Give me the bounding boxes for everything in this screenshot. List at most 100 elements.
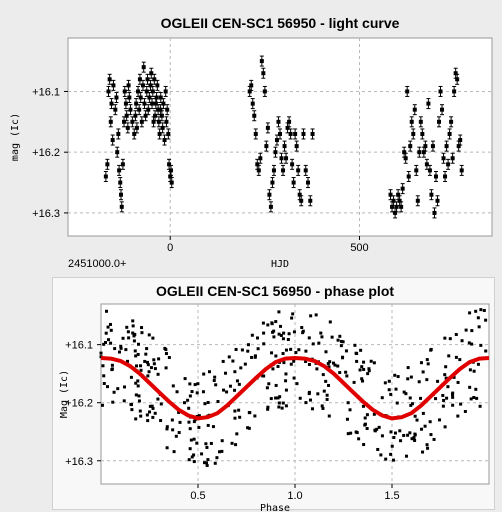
- data-point: [195, 441, 199, 445]
- data-point: [153, 113, 158, 118]
- data-point: [262, 89, 267, 94]
- data-point: [111, 400, 115, 404]
- data-point: [165, 425, 169, 429]
- data-point: [134, 354, 138, 358]
- data-point: [224, 371, 228, 375]
- data-point: [133, 113, 138, 118]
- data-point: [396, 192, 401, 197]
- data-point: [354, 430, 358, 434]
- data-point: [459, 168, 464, 173]
- data-point: [266, 407, 270, 411]
- data-point: [443, 336, 447, 340]
- data-point: [131, 324, 135, 328]
- data-point: [470, 329, 474, 333]
- data-point: [205, 445, 209, 449]
- data-point: [247, 426, 251, 430]
- data-point: [250, 333, 254, 337]
- data-point: [393, 373, 397, 377]
- data-point: [255, 162, 260, 167]
- data-point: [192, 460, 196, 464]
- data-point: [160, 125, 165, 130]
- data-point: [218, 450, 222, 454]
- data-point: [112, 390, 116, 394]
- data-point: [477, 325, 481, 329]
- data-point: [137, 394, 141, 398]
- data-point: [278, 395, 282, 399]
- data-point: [106, 325, 110, 329]
- data-point: [189, 438, 193, 442]
- data-point: [452, 89, 457, 94]
- data-point: [234, 347, 238, 351]
- data-point: [101, 364, 105, 368]
- data-point: [437, 119, 441, 124]
- data-point: [204, 442, 208, 446]
- data-point: [261, 321, 265, 325]
- data-point: [152, 358, 156, 362]
- data-point: [308, 398, 312, 402]
- data-point: [297, 192, 302, 197]
- data-point: [143, 359, 147, 363]
- data-point: [138, 95, 143, 100]
- data-point: [476, 316, 480, 320]
- data-point: [469, 397, 473, 401]
- data-point: [361, 404, 365, 408]
- data-point: [468, 368, 472, 372]
- data-point: [432, 437, 436, 441]
- data-point: [389, 452, 393, 456]
- data-point: [128, 107, 133, 112]
- data-point: [391, 198, 396, 203]
- data-point: [380, 396, 384, 400]
- data-point: [247, 343, 251, 347]
- data-point: [170, 418, 174, 422]
- data-point: [454, 355, 458, 359]
- data-point: [139, 364, 143, 368]
- data-point: [333, 363, 337, 367]
- data-point: [429, 433, 433, 437]
- data-point: [126, 330, 130, 334]
- fit-curve: [100, 356, 490, 421]
- x-tick-label: 1.0: [287, 490, 302, 502]
- data-point: [444, 365, 448, 369]
- data-point: [145, 77, 150, 82]
- data-point: [306, 180, 311, 185]
- data-point: [291, 180, 296, 185]
- data-point: [193, 418, 197, 422]
- data-point: [284, 388, 288, 392]
- data-point: [304, 359, 308, 363]
- data-point: [146, 374, 150, 378]
- data-point: [147, 95, 152, 100]
- data-point: [284, 404, 288, 408]
- data-point: [151, 415, 155, 419]
- data-point: [259, 59, 264, 64]
- data-point: [274, 396, 278, 400]
- data-point: [135, 364, 139, 368]
- data-point: [393, 210, 398, 215]
- y-axis-label: mag (Ic): [10, 113, 21, 161]
- data-point: [167, 356, 171, 360]
- data-point: [125, 325, 129, 329]
- data-point: [406, 433, 410, 437]
- data-point: [277, 310, 281, 314]
- data-point: [321, 373, 325, 377]
- data-point: [111, 83, 116, 88]
- data-point: [429, 192, 434, 197]
- data-point: [402, 433, 406, 437]
- data-point: [109, 341, 113, 345]
- data-point: [157, 357, 161, 361]
- data-point: [456, 414, 460, 418]
- data-point: [206, 401, 210, 405]
- data-point: [444, 144, 449, 149]
- data-point: [235, 432, 239, 436]
- data-point: [153, 101, 158, 106]
- data-point: [118, 180, 123, 185]
- data-point: [159, 113, 164, 118]
- data-point: [287, 332, 291, 336]
- data-point: [143, 113, 148, 118]
- data-point: [419, 361, 423, 365]
- data-point: [292, 330, 296, 334]
- data-point: [409, 403, 413, 407]
- data-point: [159, 419, 163, 423]
- data-point: [295, 382, 299, 386]
- data-point: [122, 119, 127, 124]
- data-point: [339, 339, 343, 343]
